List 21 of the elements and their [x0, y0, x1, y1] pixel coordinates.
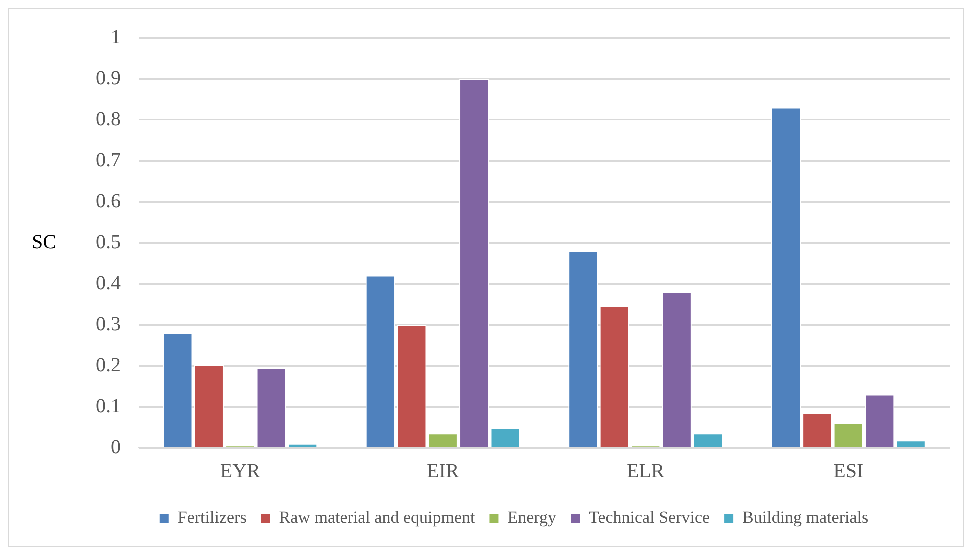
y-tick-label: 0 [111, 436, 121, 458]
y-axis-title: SC [32, 231, 56, 254]
y-tick-label: 0.2 [96, 354, 121, 376]
y-tick-label: 0.4 [96, 272, 121, 294]
y-tick-label: 0.6 [96, 190, 121, 212]
legend-label: Fertilizers [178, 508, 247, 527]
legend-label: Raw material and equipment [279, 508, 476, 527]
y-tick-label: 0.8 [96, 108, 121, 130]
x-tick-label: EYR [220, 460, 262, 482]
x-tick-label: ESI [834, 460, 864, 482]
y-tick-label: 0.1 [96, 395, 121, 418]
y-tick-label: 0.7 [96, 149, 121, 172]
x-tick-label: EIR [427, 460, 460, 482]
legend-label: Building materials [742, 508, 869, 527]
y-tick-label: 0.9 [96, 67, 121, 90]
y-tick-label: 0.3 [96, 313, 121, 336]
x-tick-label: ELR [626, 460, 666, 482]
y-tick-label: 0.5 [96, 231, 121, 254]
legend-label: Technical Service [589, 508, 710, 527]
y-tick-label: 1 [111, 26, 121, 48]
legend-label: Energy [508, 508, 557, 527]
